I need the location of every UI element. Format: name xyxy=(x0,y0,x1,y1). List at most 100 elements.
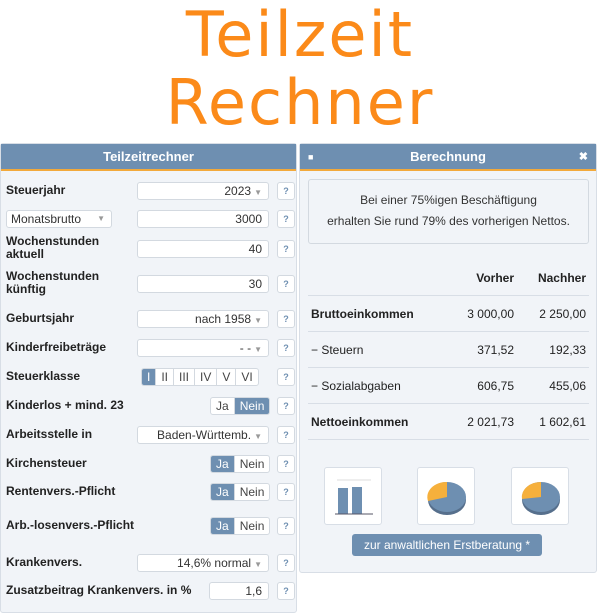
yes-option[interactable]: Ja xyxy=(211,518,235,534)
field-value: nach 1958 xyxy=(195,312,252,326)
value-before: 371,52 xyxy=(477,343,514,357)
period-value: Monatsbrutto xyxy=(11,212,82,226)
help-button[interactable]: ? xyxy=(277,582,295,600)
no-option[interactable]: Nein xyxy=(234,398,270,414)
chevron-down-icon: ▼ xyxy=(97,214,105,223)
select-field[interactable]: 14,6% normal ▼ xyxy=(137,554,269,572)
title-line-2: Rechner xyxy=(165,66,435,139)
table-header: Vorher Nachher xyxy=(308,260,589,296)
chevron-down-icon: ▼ xyxy=(254,560,262,569)
tax-class-option[interactable]: III xyxy=(174,369,196,385)
select-field[interactable]: Baden-Württemb. ▼ xyxy=(137,426,269,444)
value-after: 455,06 xyxy=(549,379,586,393)
yes-no-toggle[interactable]: Ja Nein xyxy=(210,397,271,415)
tax-class-option[interactable]: II xyxy=(156,369,175,385)
field-label: Steuerklasse xyxy=(6,369,81,383)
value-after: 1 602,61 xyxy=(539,415,586,429)
field-value: 1,6 xyxy=(245,584,262,598)
help-button[interactable]: ? xyxy=(277,517,295,535)
help-button[interactable]: ? xyxy=(277,339,295,357)
help-button[interactable]: ? xyxy=(277,397,295,415)
field-label: Zusatzbeitrag Krankenvers. in % xyxy=(6,583,192,597)
value-before: 3 000,00 xyxy=(467,307,514,321)
print-icon[interactable]: ■ xyxy=(308,152,314,162)
message-line: erhalten Sie rund 79% des vorherigen Net… xyxy=(327,214,570,228)
help-button[interactable]: ? xyxy=(277,275,295,293)
yes-option[interactable]: Ja xyxy=(211,456,235,472)
help-button[interactable]: ? xyxy=(277,554,295,572)
field-label: Kinderlos + mind. 23 xyxy=(6,398,124,412)
field-label: Kirchensteuer xyxy=(6,456,87,470)
panel-header: Teilzeitrechner xyxy=(1,144,296,171)
panel-title: Berechnung xyxy=(410,149,486,164)
field-label: Wochenstunden künftig xyxy=(6,269,100,296)
field-label: Rentenvers.-Pflicht xyxy=(6,484,116,498)
field-label: Kinderfreibeträge xyxy=(6,340,107,354)
pie-chart-icon[interactable] xyxy=(511,467,569,525)
no-option[interactable]: Nein xyxy=(239,519,265,533)
result-message: Bei einer 75%igen Beschäftigung erhalten… xyxy=(308,179,589,244)
field-value: 2023 xyxy=(224,184,252,198)
row-label: Bruttoeinkommen xyxy=(311,307,414,321)
input-field[interactable]: 3000 xyxy=(137,210,269,228)
yes-no-toggle[interactable]: Ja Nein xyxy=(210,517,271,535)
select-field[interactable]: - - ▼ xyxy=(137,339,269,357)
help-button[interactable]: ? xyxy=(277,240,295,258)
calculator-panel: Teilzeitrechner Steuerjahr 2023 ▼? Monatsbr… xyxy=(0,143,297,613)
chevron-down-icon: ▼ xyxy=(254,188,262,197)
row-label: − Steuern xyxy=(311,343,364,357)
bar-chart-icon[interactable] xyxy=(324,467,382,525)
table-row: − Steuern 371,52 192,33 xyxy=(308,332,589,368)
select-field[interactable]: 2023 ▼ xyxy=(137,182,269,200)
yes-option[interactable]: Ja xyxy=(211,484,235,500)
yes-no-toggle[interactable]: Ja Nein xyxy=(210,483,271,501)
field-label: Steuerjahr xyxy=(6,183,66,197)
help-button[interactable]: ? xyxy=(277,210,295,228)
tax-class-selector[interactable]: I II III IV V VI xyxy=(141,368,259,386)
table-row: Bruttoeinkommen 3 000,00 2 250,00 xyxy=(308,296,589,332)
help-button[interactable]: ? xyxy=(277,182,295,200)
tax-class-option[interactable]: VI xyxy=(241,370,253,384)
panel-header: ■ Berechnung ✖ xyxy=(300,144,596,171)
no-option[interactable]: Nein xyxy=(239,485,265,499)
field-value: Baden-Württemb. xyxy=(157,428,252,442)
table-row: Nettoeinkommen 2 021,73 1 602,61 xyxy=(308,404,589,440)
field-value: - - xyxy=(239,341,252,355)
value-after: 192,33 xyxy=(549,343,586,357)
result-panel: ■ Berechnung ✖ Bei einer 75%igen Beschäf… xyxy=(299,143,597,573)
tax-class-option[interactable]: V xyxy=(217,369,237,385)
row-label: Nettoeinkommen xyxy=(311,415,409,429)
help-button[interactable]: ? xyxy=(277,483,295,501)
pie-chart-icon[interactable] xyxy=(417,467,475,525)
help-button[interactable]: ? xyxy=(277,455,295,473)
yes-option[interactable]: Ja xyxy=(211,398,235,414)
row-label: − Sozialabgaben xyxy=(311,379,401,393)
message-line: Bei einer 75%igen Beschäftigung xyxy=(360,193,537,207)
no-option[interactable]: Nein xyxy=(239,457,265,471)
close-icon[interactable]: ✖ xyxy=(578,151,588,163)
help-button[interactable]: ? xyxy=(277,426,295,444)
tax-class-option[interactable]: IV xyxy=(195,369,218,385)
field-label: Arb.-losenvers.-Pflicht xyxy=(6,518,135,532)
yes-no-toggle[interactable]: Ja Nein xyxy=(210,455,271,473)
help-button[interactable]: ? xyxy=(277,368,295,386)
input-field[interactable]: 30 xyxy=(137,275,269,293)
help-button[interactable]: ? xyxy=(277,310,295,328)
value-after: 2 250,00 xyxy=(539,307,586,321)
consultation-button[interactable]: zur anwaltlichen Erstberatung * xyxy=(352,534,542,556)
field-label: Geburtsjahr xyxy=(6,311,75,325)
title-line-1: Teilzeit xyxy=(185,0,415,71)
input-field[interactable]: 40 xyxy=(137,240,269,258)
table-row: − Sozialabgaben 606,75 455,06 xyxy=(308,368,589,404)
field-value: 30 xyxy=(248,277,262,291)
chevron-down-icon: ▼ xyxy=(254,432,262,441)
select-field[interactable]: nach 1958 ▼ xyxy=(137,310,269,328)
col-vorher: Vorher xyxy=(476,271,514,285)
field-label: Arbeitsstelle in xyxy=(6,427,93,441)
field-value: 3000 xyxy=(235,212,262,226)
value-before: 606,75 xyxy=(477,379,514,393)
tax-class-option[interactable]: I xyxy=(142,369,157,385)
period-select[interactable]: Monatsbrutto ▼ xyxy=(6,210,112,228)
input-field[interactable]: 1,6 xyxy=(209,582,269,600)
chevron-down-icon: ▼ xyxy=(254,316,262,325)
